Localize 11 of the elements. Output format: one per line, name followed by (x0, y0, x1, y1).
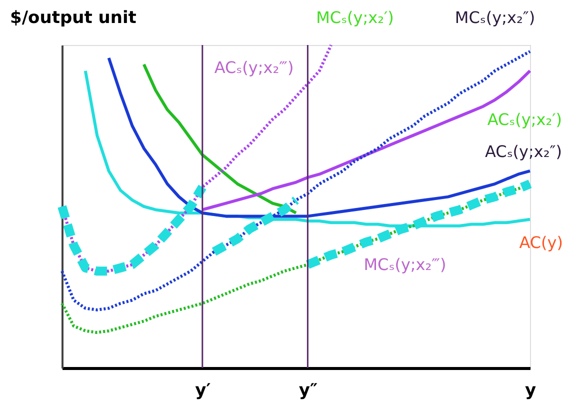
x-tick-label: y″ (298, 380, 318, 400)
y-axis-title: $/output unit (10, 8, 136, 28)
text: MCₛ(y;x₂′) (316, 8, 394, 27)
annotation: ACₛ(y;x₂″) (484, 142, 562, 161)
annotation: MCₛ(y;x₂‴) (364, 255, 446, 274)
annotation: ACₛ(y;x₂‴) (214, 58, 294, 77)
text: MCₛ(y;x₂″) (454, 8, 536, 27)
x-tick-label: y′ (195, 380, 212, 400)
x-tick-label: y (524, 380, 536, 400)
annotation: AC(y) (519, 233, 563, 252)
annotation: ACₛ(y;x₂′) (487, 110, 562, 129)
